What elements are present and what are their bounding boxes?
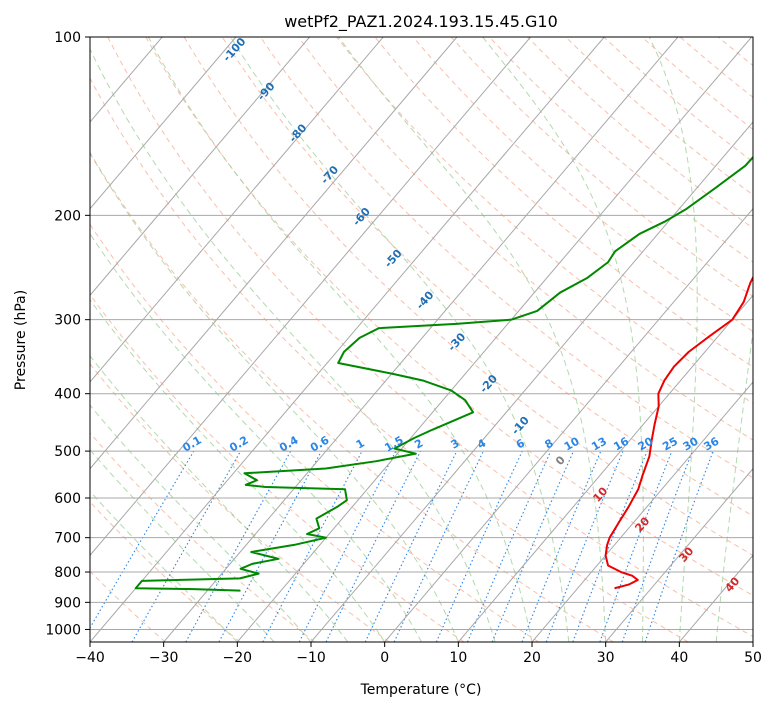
y-tick-label: 200 [54, 208, 81, 224]
mixing-ratio-line [298, 450, 397, 642]
dry-adiabat-line [374, 37, 753, 368]
isotherm-gridline [310, 121, 753, 642]
moist-adiabat-line [90, 404, 312, 642]
mixing-ratio-line [467, 450, 552, 642]
moist-adiabat-line [147, 37, 533, 642]
mixing-ratio-line [435, 450, 523, 642]
x-tick-label: 40 [670, 650, 688, 666]
dewpoint-profile-line [134, 155, 753, 592]
dry-adiabat-line [90, 501, 241, 642]
x-axis-label: Temperature (°C) [360, 682, 482, 698]
isotherm-gridline [90, 37, 458, 470]
y-tick-label: 500 [54, 444, 81, 460]
chart-title: wetPf2_PAZ1.2024.193.15.45.G10 [284, 12, 558, 32]
mixing-ratio-line [185, 450, 292, 642]
y-tick-label: 800 [54, 565, 81, 581]
x-tick-label: 30 [597, 650, 615, 666]
y-tick-label: 300 [54, 313, 81, 329]
y-tick-label: 1000 [45, 622, 81, 638]
x-tick-label: 0 [380, 650, 389, 666]
x-tick-label: 10 [449, 650, 467, 666]
dry-adiabat-line [90, 432, 315, 642]
y-tick-label: 900 [54, 595, 81, 611]
isotherm-gridline [605, 467, 753, 642]
isotherm-gridline [236, 37, 752, 642]
moist-adiabat-line [90, 355, 349, 642]
mixing-ratio-line [599, 450, 673, 642]
moist-adiabat-line [715, 326, 753, 642]
dry-adiabat-line [90, 363, 390, 642]
y-tick-label: 400 [54, 387, 81, 403]
moist-adiabat-line [90, 152, 459, 642]
isotherm-gridline [163, 37, 679, 642]
mixing-ratio-line [521, 450, 602, 642]
isotherm-gridline [90, 37, 237, 210]
mixing-ratio-line [218, 450, 322, 642]
mixing-ratio-line [325, 450, 422, 642]
isotherm-gridline [384, 207, 753, 642]
x-tick-label: −30 [149, 650, 179, 666]
x-tick-label: −10 [296, 650, 326, 666]
mixing-ratio-line [644, 450, 714, 642]
mixing-ratio-line [621, 450, 693, 642]
moist-adiabat-line [648, 37, 698, 642]
x-tick-label: 20 [523, 650, 541, 666]
dry-adiabat-line [90, 77, 689, 642]
y-tick-label: 700 [54, 531, 81, 547]
x-tick-label: −40 [75, 650, 105, 666]
isotherm-gridline [457, 294, 753, 642]
mixing-ratio-line [572, 450, 648, 642]
moist-adiabat-line [90, 47, 496, 642]
temperature-profile-line [604, 275, 753, 590]
isotherm-gridline [90, 37, 310, 297]
moist-adiabat-line [90, 232, 422, 642]
dry-adiabat-line [450, 37, 753, 298]
moist-adiabat-line [230, 37, 570, 642]
moist-adiabat-line [90, 298, 386, 642]
dry-adiabat-line [90, 151, 614, 642]
isotherm-gridline [90, 37, 605, 642]
dry-adiabat-line [90, 223, 540, 642]
moist-adiabat-line [338, 37, 607, 642]
isotherm-gridline [90, 37, 531, 557]
x-tick-label: −20 [223, 650, 253, 666]
y-tick-label: 100 [54, 30, 81, 46]
x-tick-label: 50 [744, 650, 762, 666]
dry-adiabat-line [145, 37, 753, 597]
mixing-ratio-line [545, 450, 624, 642]
plot-frame [89, 36, 754, 643]
y-axis-label: Pressure (hPa) [13, 290, 29, 390]
moist-adiabat-line [482, 37, 644, 642]
isotherm-gridline [90, 37, 384, 383]
y-tick-label: 600 [54, 491, 81, 507]
dry-adiabat-line [259, 37, 753, 479]
isotherm-gridline [531, 381, 753, 642]
